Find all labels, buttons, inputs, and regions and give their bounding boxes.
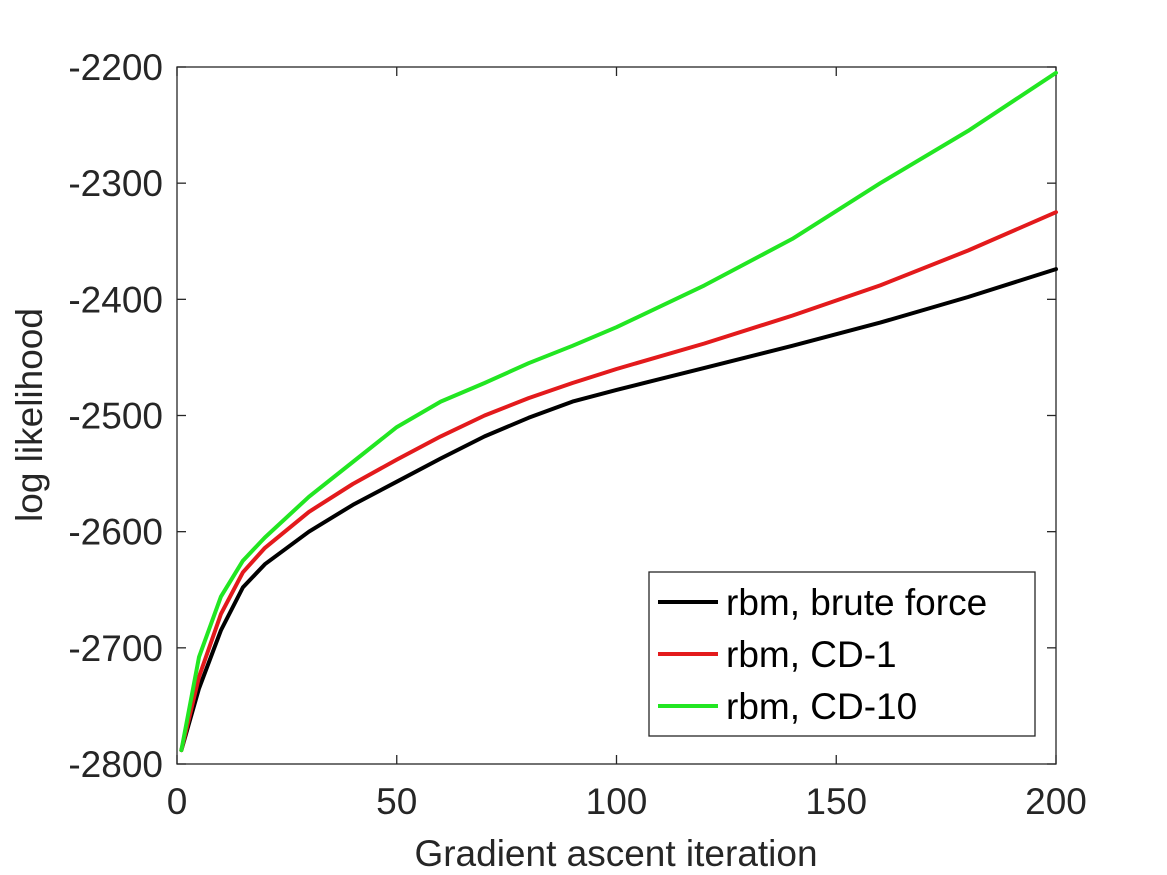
series-line-1 — [179, 210, 1058, 753]
x-tick-label: 50 — [376, 781, 417, 822]
x-tick-label: 100 — [586, 781, 648, 822]
x-tick-label: 200 — [1025, 781, 1087, 822]
y-tick-label: -2600 — [68, 512, 163, 553]
y-tick-label: -2700 — [68, 628, 163, 669]
x-tick-label: 0 — [167, 781, 188, 822]
series-line-0 — [179, 267, 1058, 753]
series-line-2 — [179, 70, 1058, 753]
y-tick-label: -2500 — [68, 396, 163, 437]
legend-label-cd10: rbm, CD-10 — [726, 686, 917, 727]
y-tick-labels: -2800 -2700 -2600 -2500 -2400 -2300 -2200 — [68, 47, 163, 785]
legend-label-brute-force: rbm, brute force — [726, 582, 987, 623]
x-axis-label: Gradient ascent iteration — [414, 833, 817, 874]
x-tick-labels: 0 50 100 150 200 — [167, 781, 1087, 822]
y-tick-label: -2300 — [68, 163, 163, 204]
legend-label-cd1: rbm, CD-1 — [726, 634, 897, 675]
legend: rbm, brute force rbm, CD-1 rbm, CD-10 — [648, 571, 1036, 737]
y-tick-label: -2200 — [68, 47, 163, 88]
series-lines — [179, 70, 1058, 753]
x-tick-label: 150 — [805, 781, 867, 822]
y-tick-label: -2800 — [68, 744, 163, 785]
y-axis-label: log likelihood — [9, 308, 50, 522]
y-tick-label: -2400 — [68, 279, 163, 320]
